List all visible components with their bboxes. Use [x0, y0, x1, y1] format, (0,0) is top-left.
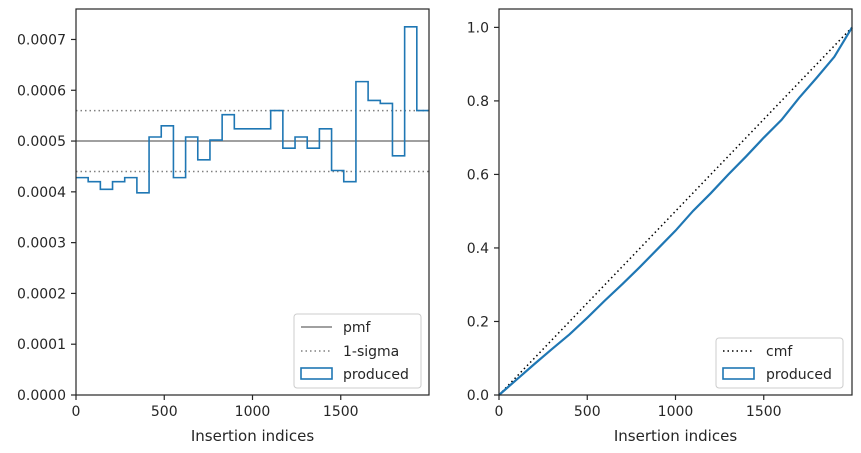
right-x-tick-label: 500: [574, 404, 601, 420]
right-y-tick-label: 0.4: [467, 241, 489, 257]
legend-pmf-label: pmf: [343, 320, 372, 336]
left-x-axis-label: Insertion indices: [191, 427, 314, 445]
right-y-tick-label: 1.0: [467, 20, 489, 36]
left-reference-lines: [76, 109, 429, 173]
cumulative-panel: 0 500 1000 1500 0.0 0.2 0.4 0.6 0.8 1.0 Insertion…: [467, 8, 853, 445]
left-x-tick-label: 1500: [323, 404, 359, 420]
left-ticks: 0 500 1000 1500 0.0000 0.0001 0.0002 0.0003 0.00…: [17, 32, 359, 420]
left-x-tick-label: 0: [72, 404, 81, 420]
legend-produced-swatch: [300, 367, 333, 380]
right-axes-frame: [498, 8, 853, 396]
left-legend: pmf 1-sigma produced: [293, 313, 422, 389]
right-y-tick-label: 0.2: [467, 314, 489, 330]
legend-produced-cumulative-label: produced: [766, 367, 832, 383]
legend-produced-label: produced: [343, 367, 409, 383]
right-x-axis-label: Insertion indices: [614, 427, 737, 445]
legend-produced-cumulative-swatch: [722, 367, 755, 380]
right-x-tick-label: 1500: [746, 404, 782, 420]
left-legend-box: [293, 313, 422, 389]
right-y-tick-label: 0.8: [467, 94, 489, 110]
right-x-tick-label: 1000: [658, 404, 694, 420]
legend-sigma-label: 1-sigma: [343, 344, 399, 360]
left-y-tick-label: 0.0000: [17, 388, 66, 404]
right-y-tick-label: 0.6: [467, 167, 489, 183]
legend-cmf-label: cmf: [766, 344, 793, 360]
left-y-tick-label: 0.0001: [17, 337, 66, 353]
left-y-tick-label: 0.0006: [17, 83, 66, 99]
left-x-tick-label: 500: [151, 404, 178, 420]
histogram-panel: 0 500 1000 1500 0.0000 0.0001 0.0002 0.0003 0.00…: [17, 8, 430, 445]
left-y-tick-label: 0.0004: [17, 185, 66, 201]
right-y-tick-label: 0.0: [467, 388, 489, 404]
left-x-tick-label: 1000: [235, 404, 271, 420]
left-y-tick-label: 0.0002: [17, 286, 66, 302]
right-legend: cmf produced: [715, 337, 844, 389]
right-ticks: 0 500 1000 1500 0.0 0.2 0.4 0.6 0.8 1.0: [467, 20, 782, 420]
left-y-tick-label: 0.0007: [17, 32, 66, 48]
produced-histogram: [76, 25, 429, 194]
left-y-tick-label: 0.0003: [17, 236, 66, 252]
produced-cumulative-line: [498, 26, 853, 396]
right-x-tick-label: 0: [495, 404, 504, 420]
right-legend-box: [715, 337, 844, 389]
left-y-tick-label: 0.0005: [17, 134, 66, 150]
